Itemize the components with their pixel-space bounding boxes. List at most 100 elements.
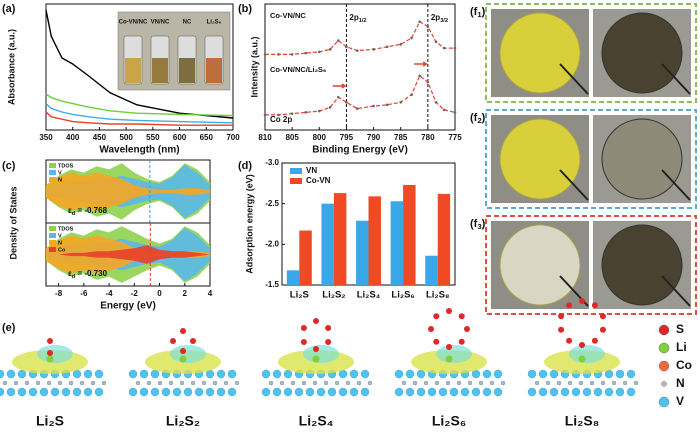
x-tick-label: 450 [93, 133, 107, 142]
data-point [304, 111, 308, 114]
series-label: Co-VN/NC/Li₂S₆ [270, 65, 326, 74]
text-part: 2 [477, 116, 481, 125]
data-point [263, 113, 267, 117]
series-label: Co-VN/NC [270, 11, 306, 20]
structure-label: Li₂S₆ [432, 413, 466, 429]
panel-label: (c) [2, 160, 16, 172]
atom [283, 369, 293, 379]
atom [579, 342, 585, 348]
atom [558, 326, 565, 333]
data-point [336, 39, 340, 42]
atom [467, 380, 473, 386]
atom [300, 325, 307, 331]
legend-label: S [676, 322, 684, 336]
data-point [426, 25, 430, 28]
bar [356, 220, 369, 285]
dos-area-mirror [46, 254, 210, 274]
bar [425, 255, 438, 285]
atom [205, 387, 215, 397]
atom [423, 380, 429, 386]
x-tick-label: 785 [394, 133, 408, 142]
atom [323, 380, 329, 386]
atom [179, 380, 185, 386]
peak-label: 2p3/2 [431, 13, 448, 24]
atom [283, 387, 293, 397]
atom [600, 380, 606, 386]
atom [416, 387, 426, 397]
atom [90, 380, 96, 386]
atom [334, 380, 340, 386]
legend-label: Co-VN [306, 176, 331, 185]
atom [591, 337, 598, 344]
data-point [410, 93, 413, 97]
atom [300, 339, 307, 345]
text-part: ) [482, 6, 486, 18]
atom [139, 387, 149, 397]
text-part: 1 [477, 10, 482, 19]
atom [261, 387, 271, 397]
atom [61, 387, 71, 397]
legend-atom [661, 381, 667, 387]
atom [626, 369, 636, 379]
structure-label: Li₂S₂ [166, 413, 200, 429]
data-point [385, 103, 389, 107]
legend-label: V [58, 233, 62, 239]
atom [316, 387, 326, 397]
atom [0, 387, 5, 397]
legend-label: Co-VN/NC [119, 20, 148, 26]
atom [599, 313, 606, 320]
tweezers [661, 63, 691, 95]
x-tick-label: 350 [39, 133, 53, 142]
atom [94, 387, 104, 397]
data-point [317, 109, 321, 113]
atom [611, 380, 617, 386]
atom [57, 380, 63, 386]
x-tick-label: 795 [340, 133, 354, 142]
charge-density [170, 345, 206, 363]
atom [128, 369, 138, 379]
atom [150, 387, 160, 397]
atom [433, 313, 440, 320]
atom [305, 387, 315, 397]
data-point [345, 45, 348, 49]
atom [589, 380, 595, 386]
peak-label: 2p1/2 [349, 13, 366, 24]
legend-atom [658, 360, 670, 372]
structure-label: Li₂S₄ [299, 413, 334, 429]
bar [299, 230, 312, 285]
series-line [45, 103, 234, 124]
legend-swatch [49, 247, 56, 252]
plot-frame [45, 3, 234, 131]
legend-swatch [49, 163, 56, 168]
atom [272, 387, 282, 397]
legend-label: TDOS [58, 226, 74, 232]
text-part: 3/2 [440, 18, 448, 24]
x-tick-label: Li₂S₆ [391, 290, 414, 301]
atom [416, 369, 426, 379]
atom [538, 387, 548, 397]
data-point [277, 53, 280, 56]
atom [578, 380, 584, 386]
panel-label: (f1) [470, 6, 486, 19]
atom [6, 387, 16, 397]
data-point [336, 95, 340, 99]
atom [438, 387, 448, 397]
data-point [355, 49, 359, 52]
atom [394, 369, 404, 379]
data-point [290, 112, 294, 115]
text-part: ε [68, 206, 72, 215]
atom [179, 355, 187, 363]
atom [434, 380, 440, 386]
separator-after [601, 12, 683, 94]
data-point [399, 100, 403, 104]
atom [626, 387, 636, 397]
atom [534, 380, 540, 386]
x-tick-label: 775 [448, 133, 462, 142]
atom [566, 337, 573, 344]
x-tick-label: 500 [119, 133, 133, 142]
text-part: 2p [431, 13, 440, 22]
bar [390, 201, 404, 285]
dos-area [46, 172, 210, 192]
x-tick-label: 650 [200, 133, 214, 142]
